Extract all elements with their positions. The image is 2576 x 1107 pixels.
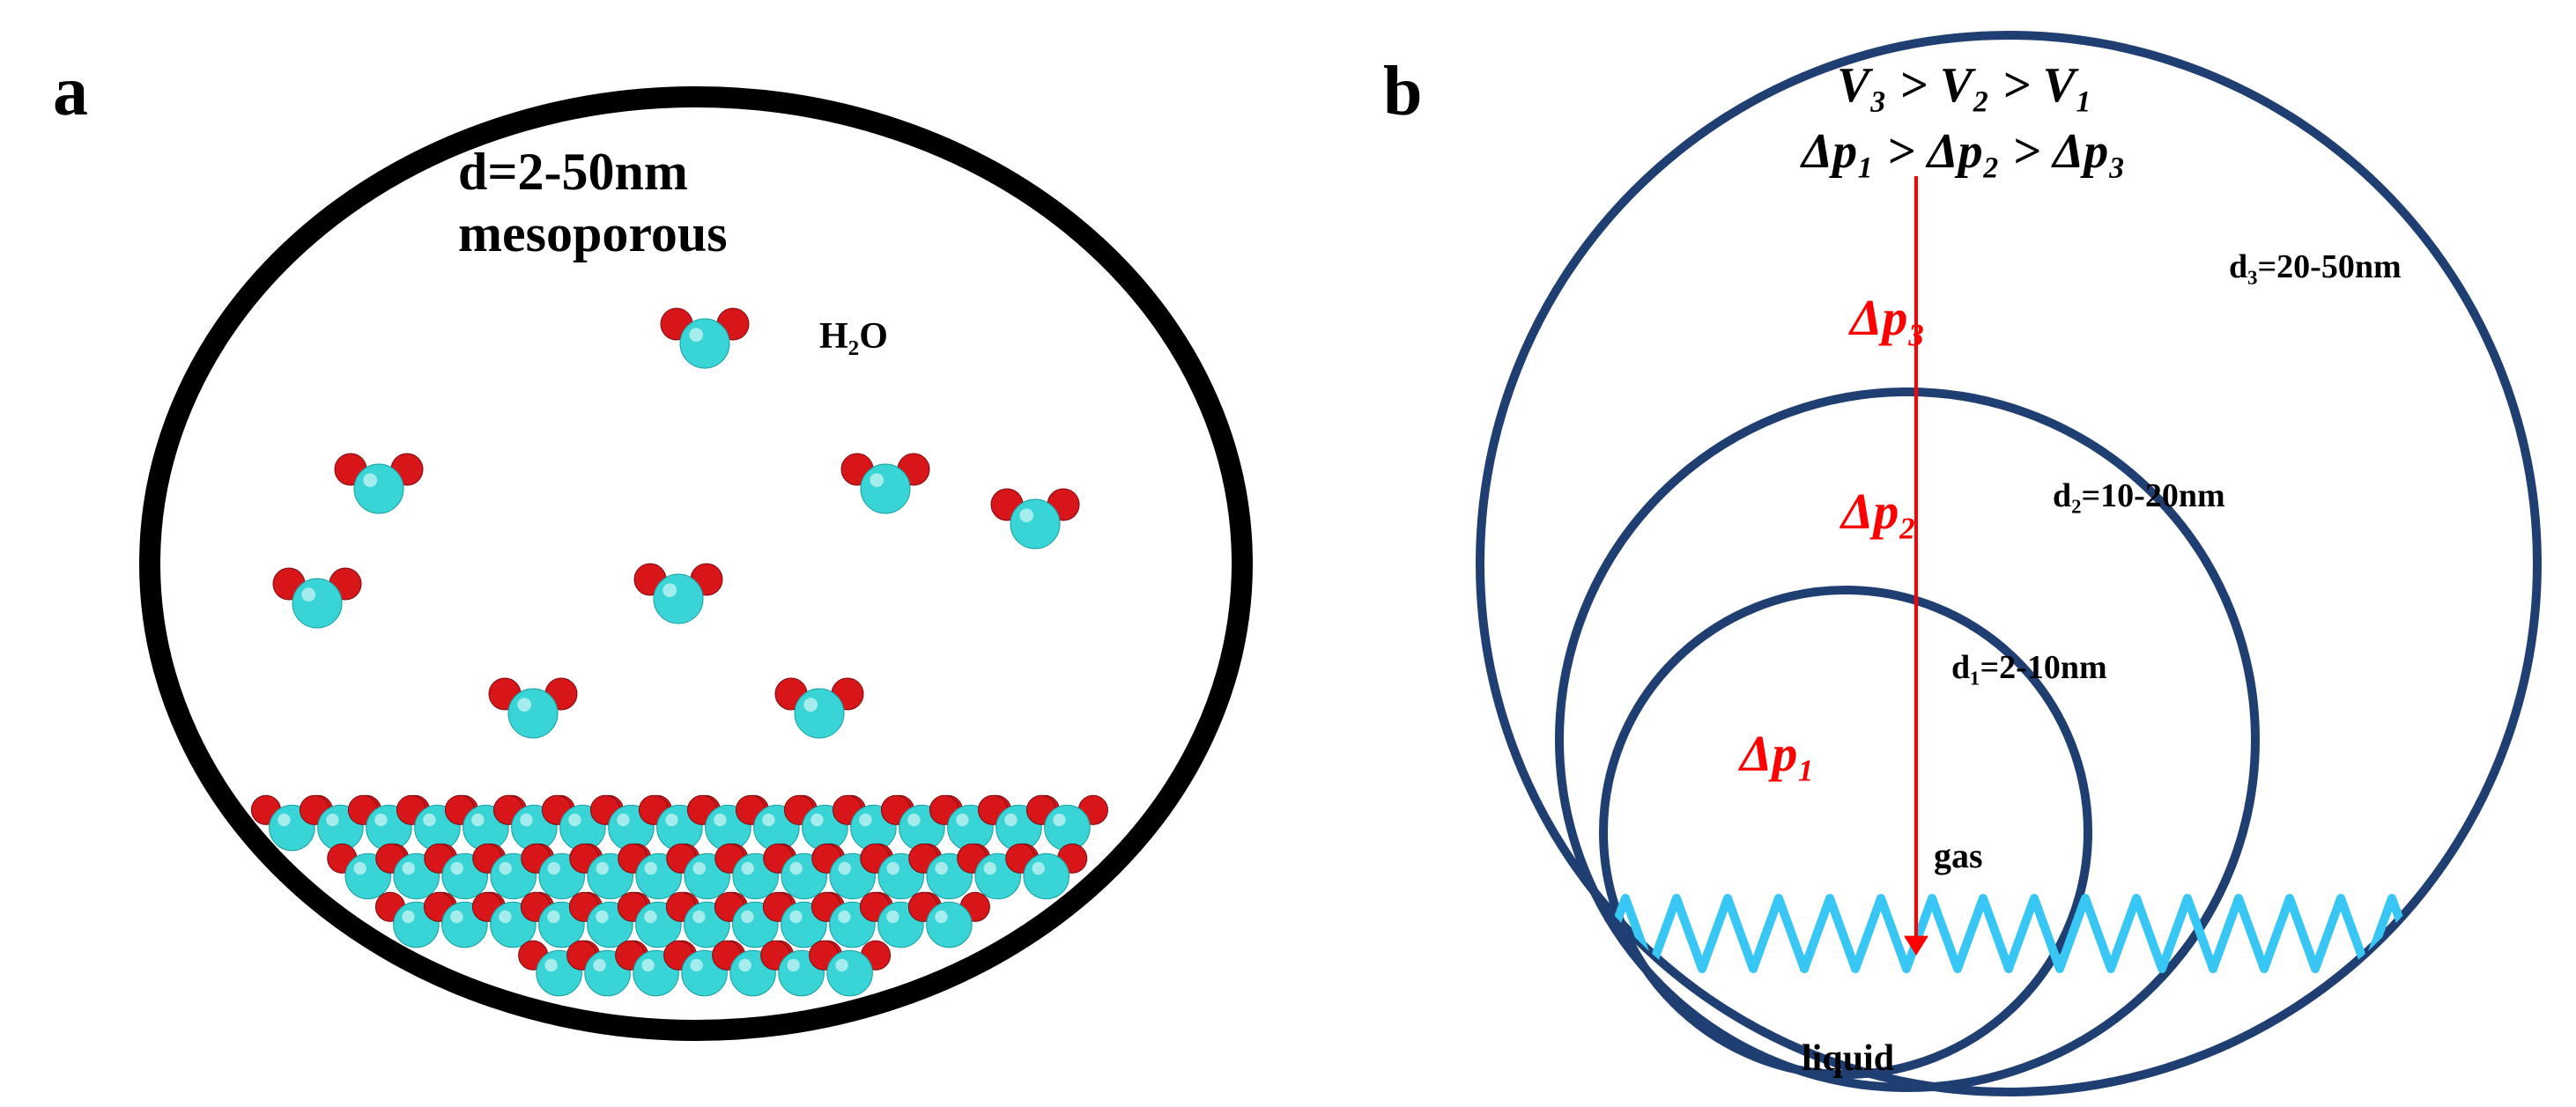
- svg-text:Δp₃: Δp₃: [1848, 289, 1926, 346]
- svg-text:d₁=2-10nm: d₁=2-10nm: [1951, 649, 2107, 686]
- svg-text:liquid: liquid: [1802, 1038, 1894, 1079]
- svg-text:gas: gas: [1934, 836, 1983, 875]
- svg-text:V₃ > V₂ > V₁: V₃ > V₂ > V₁: [1837, 58, 2092, 113]
- svg-text:Δp₁: Δp₁: [1738, 725, 1816, 782]
- svg-text:d₃=20-50nm: d₃=20-50nm: [2229, 248, 2402, 285]
- figure-root: a d=2-50nmmesoporousH₂O b V₃ > V₂ > V₁Δp…: [0, 0, 2576, 1107]
- svg-text:Δp₂: Δp₂: [1839, 483, 1917, 540]
- panel-b-diagram: V₃ > V₂ > V₁ Δp₁ > Δp₂ > Δp₃ d₃=20-50nm d₂=…: [0, 0, 2576, 1107]
- svg-text:Δp₁ > Δp₂ > Δp₃: Δp₁ > Δp₂ > Δp₃: [1800, 124, 2126, 179]
- svg-text:d₂=10-20nm: d₂=10-20nm: [2053, 477, 2225, 514]
